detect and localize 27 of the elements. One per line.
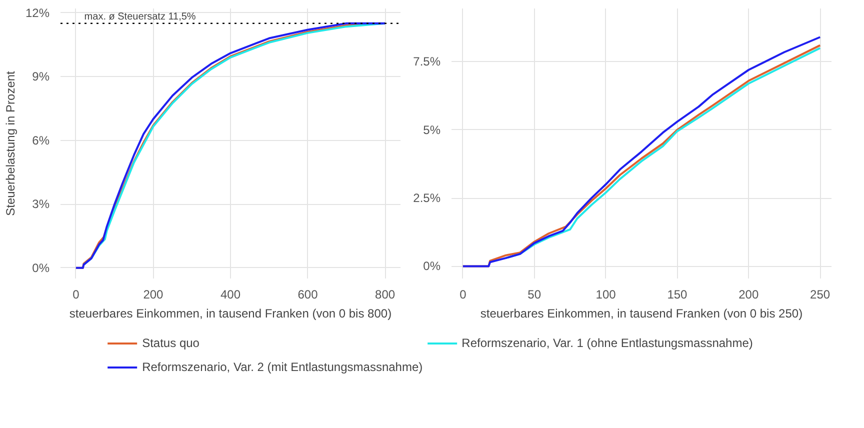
x-tick-label: 50 [528, 288, 542, 302]
legend-label: Status quo [142, 336, 200, 350]
y-tick-label: 9% [32, 70, 50, 84]
legend-label: Reformszenario, Var. 2 (mit Entlastungsmassnahme) [142, 360, 423, 374]
x-tick-label: 200 [143, 288, 164, 302]
legend-label: Reformszenario, Var. 1 (ohne Entlastungsmassnahme) [462, 336, 753, 350]
x-tick-label: 200 [738, 288, 759, 302]
y-tick-label: 7.5% [413, 54, 441, 69]
y-tick-label: 3% [32, 197, 50, 212]
x-tick-label: 100 [596, 288, 616, 302]
y-tick-label: 5% [423, 122, 441, 137]
x-tick-label: 800 [375, 288, 396, 302]
x-tick-label: 400 [220, 288, 241, 302]
x-tick-label: 0 [460, 288, 467, 302]
x-tick-label: 250 [810, 288, 830, 302]
ref-line-label: max. ø Steuersatz 11,5% [84, 11, 196, 22]
y-tick-label: 6% [32, 133, 50, 148]
x-tick-label: 150 [667, 288, 688, 302]
y-tick-label: 0% [423, 259, 441, 274]
y-tick-label: 12% [25, 6, 50, 20]
x-axis-title: steuerbares Einkommen, in tausend Franken (von 0 bis 800) [69, 306, 392, 320]
y-tick-label: 2.5% [413, 191, 441, 206]
x-axis-title: steuerbares Einkommen, in tausend Franken (von 0 bis 250) [480, 306, 803, 320]
x-tick-label: 0 [72, 288, 80, 302]
y-tick-label: 0% [32, 260, 50, 275]
y-axis-title: Steuerbelastung in Prozent [3, 70, 18, 216]
x-tick-label: 600 [298, 288, 318, 302]
